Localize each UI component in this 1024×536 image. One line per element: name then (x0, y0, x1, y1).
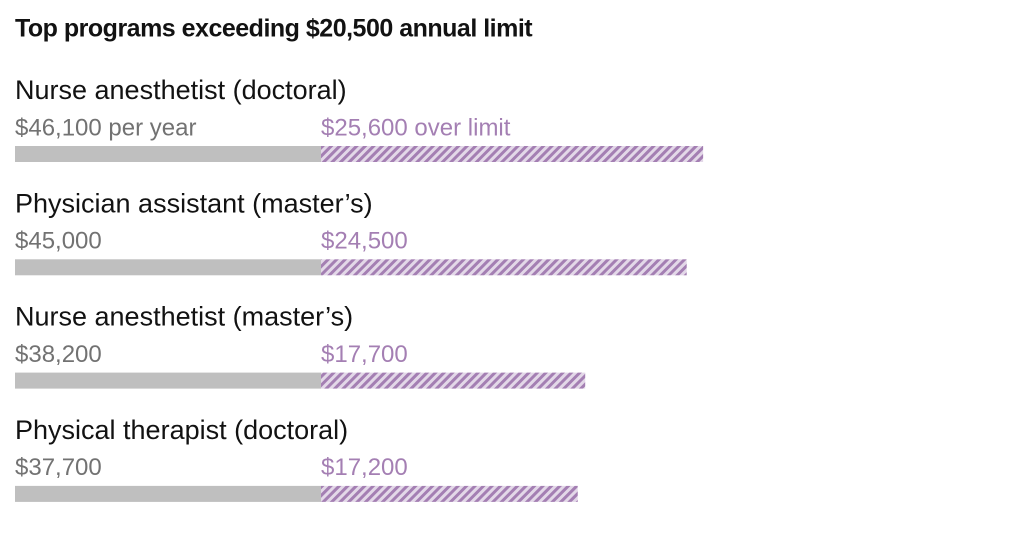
total-label: $45,000 (15, 228, 102, 255)
over-limit-bar (321, 146, 704, 162)
total-label: $46,100 per year (15, 114, 196, 141)
over-limit-label: $17,200 (321, 454, 408, 481)
category-label: Nurse anesthetist (master’s) (15, 302, 353, 332)
limit-bar (15, 372, 321, 389)
category-label: Nurse anesthetist (doctoral) (15, 75, 347, 105)
category-label: Physician assistant (master’s) (15, 188, 373, 218)
over-limit-bar (321, 259, 687, 276)
chart-title: Top programs exceeding $20,500 annual li… (15, 15, 533, 43)
limit-bar (15, 485, 321, 502)
limit-bar (15, 146, 321, 162)
over-limit-bar (321, 372, 586, 389)
category-label: Physical therapist (doctoral) (15, 415, 348, 445)
limit-bar (15, 259, 321, 276)
total-label: $38,200 (15, 341, 102, 368)
over-limit-bar (321, 485, 578, 502)
total-label: $37,700 (15, 454, 102, 481)
over-limit-label: $24,500 (321, 228, 408, 255)
over-limit-label: $25,600 over limit (321, 114, 511, 141)
over-limit-label: $17,700 (321, 341, 408, 368)
